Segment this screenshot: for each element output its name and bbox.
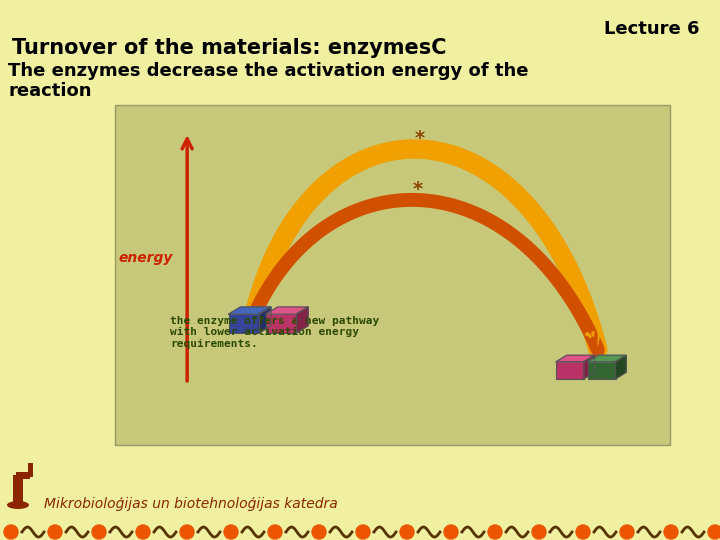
Bar xyxy=(266,314,297,333)
Circle shape xyxy=(92,525,106,539)
Text: Turnover of the materials: enzymesC: Turnover of the materials: enzymesC xyxy=(12,38,446,58)
Circle shape xyxy=(48,525,62,539)
Polygon shape xyxy=(557,355,595,362)
Circle shape xyxy=(136,525,150,539)
Text: *: * xyxy=(415,129,425,149)
Circle shape xyxy=(444,525,458,539)
Polygon shape xyxy=(229,307,271,314)
Bar xyxy=(115,105,670,445)
Circle shape xyxy=(576,525,590,539)
Polygon shape xyxy=(297,307,308,333)
Circle shape xyxy=(268,525,282,539)
Ellipse shape xyxy=(7,501,29,509)
Text: Lecture 6: Lecture 6 xyxy=(605,20,700,38)
Circle shape xyxy=(356,525,370,539)
Circle shape xyxy=(532,525,546,539)
Bar xyxy=(0,475,720,540)
Bar xyxy=(28,463,33,477)
Circle shape xyxy=(708,525,720,539)
Text: energy: energy xyxy=(118,251,173,265)
Polygon shape xyxy=(616,355,626,379)
Circle shape xyxy=(664,525,678,539)
Bar xyxy=(557,362,584,379)
Circle shape xyxy=(488,525,502,539)
Text: Mikrobioloģijas un biotehnoloģijas katedra: Mikrobioloģijas un biotehnoloģijas kated… xyxy=(44,497,338,511)
Circle shape xyxy=(180,525,194,539)
Circle shape xyxy=(4,525,18,539)
Circle shape xyxy=(400,525,414,539)
Bar xyxy=(13,475,23,503)
Circle shape xyxy=(224,525,238,539)
Polygon shape xyxy=(266,307,308,314)
Circle shape xyxy=(312,525,326,539)
Bar xyxy=(229,314,259,333)
Bar xyxy=(588,362,616,379)
Polygon shape xyxy=(584,355,595,379)
Circle shape xyxy=(620,525,634,539)
Polygon shape xyxy=(588,355,626,362)
Bar xyxy=(16,472,30,479)
Text: *: * xyxy=(413,180,423,199)
Polygon shape xyxy=(259,307,271,333)
Text: reaction: reaction xyxy=(8,82,91,100)
Text: the enzyme offers a new pathway
with lower activation energy
requirements.: the enzyme offers a new pathway with low… xyxy=(171,316,379,349)
Text: The enzymes decrease the activation energy of the: The enzymes decrease the activation ener… xyxy=(8,62,528,80)
